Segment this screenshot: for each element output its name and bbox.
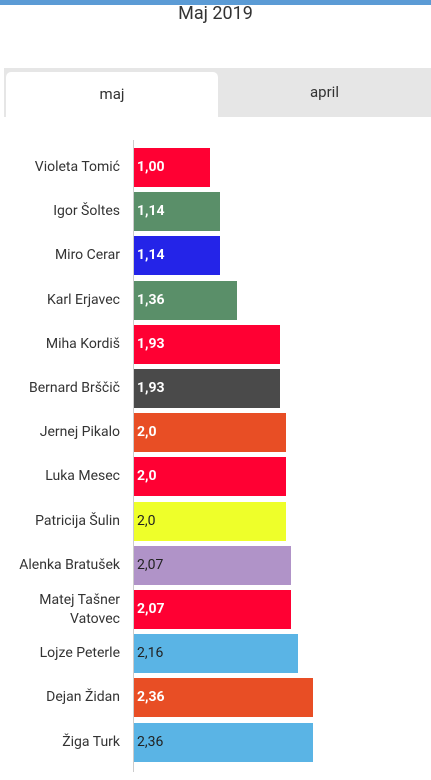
bar — [134, 148, 210, 187]
category-label: Alenka Bratušek — [19, 556, 120, 573]
tab-bar: maj april — [4, 68, 431, 117]
category-label: Žiga Turk — [62, 733, 120, 750]
bar — [134, 722, 313, 762]
category-label: Igor Šoltes — [53, 203, 120, 220]
bar — [134, 369, 281, 408]
category-label: Bernard Brščič — [29, 380, 120, 396]
category-label: Patricija Šulin — [35, 512, 120, 529]
tab[interactable]: maj — [6, 72, 218, 117]
value-label: 2,36 — [137, 733, 164, 750]
value-label: 2,16 — [137, 645, 164, 662]
category-label: Dejan Židan — [46, 689, 120, 706]
top-bar — [0, 0, 431, 5]
chart-title: Maj 2019 — [178, 3, 253, 24]
category-label: Luka Mesec — [45, 468, 120, 485]
bar — [134, 634, 298, 674]
bar — [134, 457, 286, 497]
category-label: Violeta Tomić — [34, 159, 120, 175]
bar — [134, 590, 291, 629]
value-label: 2,36 — [137, 689, 165, 706]
value-label: 2,0 — [137, 468, 157, 485]
category-label: Karl Erjavec — [46, 291, 120, 308]
value-label: 1,14 — [137, 247, 165, 264]
bar — [134, 545, 291, 585]
bar — [134, 192, 221, 232]
value-label: 2,0 — [137, 512, 156, 529]
category-label: Miha Kordiš — [45, 335, 120, 352]
value-label: 1,00 — [137, 159, 165, 175]
bar — [134, 413, 286, 453]
value-label: 2,07 — [137, 601, 165, 617]
axis-line — [133, 140, 134, 772]
bar — [134, 324, 281, 364]
bar — [134, 236, 221, 276]
bar — [134, 678, 313, 718]
value-label: 2,0 — [137, 424, 157, 441]
value-label: 1,14 — [137, 203, 165, 220]
category-label: Lojze Peterle — [39, 645, 120, 662]
tab[interactable]: april — [310, 83, 339, 101]
value-label: 1,93 — [137, 380, 165, 396]
category-label: Miro Cerar — [54, 247, 120, 264]
value-label: 1,36 — [137, 291, 165, 308]
bar — [134, 280, 238, 320]
value-label: 2,07 — [137, 556, 164, 573]
value-label: 1,93 — [137, 335, 165, 352]
bar — [134, 501, 286, 541]
category-label: Jernej Pikalo — [39, 424, 120, 441]
category-label: Matej Tašner Vatovec — [39, 591, 120, 627]
